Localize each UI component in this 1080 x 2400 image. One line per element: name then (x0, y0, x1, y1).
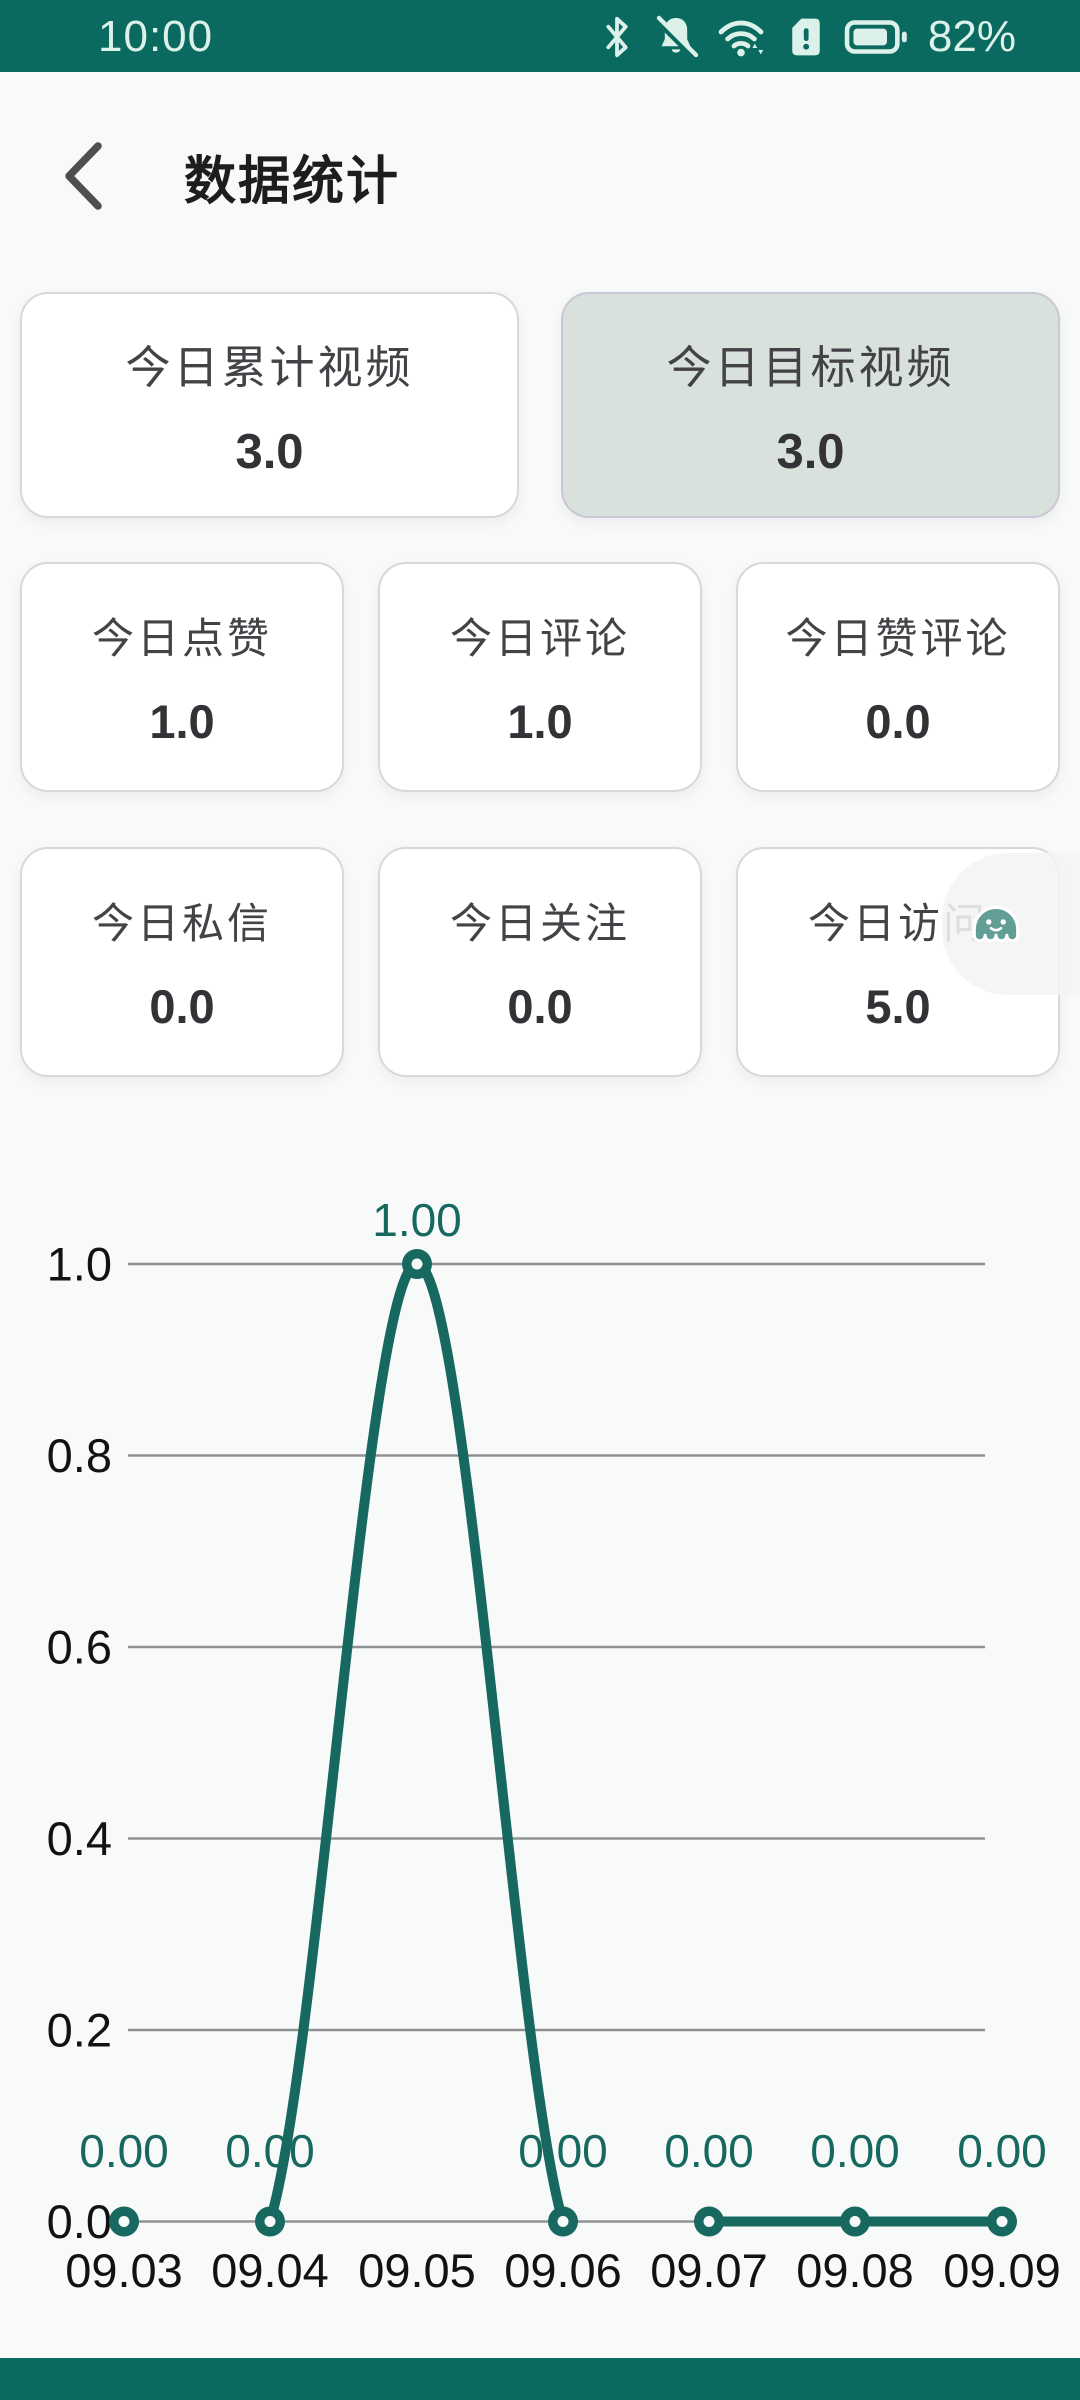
card-value: 1.0 (149, 695, 215, 748)
point-label: 1.00 (372, 1194, 462, 1246)
sim-alert-icon (784, 13, 828, 61)
card-value: 5.0 (865, 980, 931, 1033)
y-tick: 1.0 (47, 1238, 112, 1291)
card-likes: 今日点赞 1.0 (20, 562, 344, 792)
card-target-videos[interactable]: 今日目标视频 3.0 (561, 292, 1060, 518)
card-label: 今日赞评论 (785, 615, 1011, 662)
x-tick: 09.04 (211, 2244, 329, 2297)
card-value: 1.0 (507, 695, 573, 748)
card-label: 今日累计视频 (125, 341, 414, 393)
card-follows: 今日关注 0.0 (378, 847, 702, 1077)
y-tick: 0.6 (47, 1621, 112, 1674)
daily-stats-line-chart: 0.0 0.2 0.4 0.6 0.8 1.0 0.00 0.00 1.00 0… (0, 1132, 1080, 2307)
octopus-icon (972, 905, 1020, 943)
card-label: 今日目标视频 (666, 341, 955, 393)
series-line-peak (265, 1258, 568, 2227)
card-value: 0.0 (865, 695, 931, 748)
wifi-icon (716, 13, 768, 61)
status-icons: 82% (598, 12, 1016, 62)
card-label: 今日关注 (449, 900, 630, 947)
card-value: 0.0 (507, 980, 573, 1033)
card-value: 3.0 (776, 424, 845, 479)
point-label: 0.00 (957, 2125, 1047, 2177)
x-tick: 09.09 (943, 2244, 1061, 2297)
back-button[interactable] (60, 140, 106, 212)
status-bar: 10:00 (0, 0, 1080, 72)
floating-assistant-button[interactable] (942, 853, 1080, 995)
point-label: 0.00 (79, 2125, 169, 2177)
battery-icon (844, 15, 908, 59)
y-tick: 0.0 (47, 2195, 112, 2248)
point-label: 0.00 (225, 2125, 315, 2177)
card-cumulative-videos[interactable]: 今日累计视频 3.0 (20, 292, 519, 518)
card-label: 今日评论 (449, 615, 630, 662)
page-title: 数据统计 (184, 152, 401, 211)
point-label: 0.00 (664, 2125, 754, 2177)
battery-percent: 82% (927, 12, 1016, 61)
bottom-nav-bar (0, 2358, 1080, 2400)
y-tick: 0.4 (47, 1812, 112, 1865)
bluetooth-icon (598, 13, 636, 61)
card-comments: 今日评论 1.0 (378, 562, 702, 792)
stat-card-row-2: 今日私信 0.0 今日关注 0.0 今日访问 5.0 (20, 847, 1060, 1077)
x-tick: 09.03 (65, 2244, 183, 2297)
card-private-messages: 今日私信 0.0 (20, 847, 344, 1077)
card-value: 0.0 (149, 980, 215, 1033)
clock-time: 10:00 (98, 12, 214, 61)
y-tick: 0.8 (47, 1429, 112, 1482)
x-tick: 09.07 (650, 2244, 768, 2297)
stat-card-row-1: 今日点赞 1.0 今日评论 1.0 今日赞评论 0.0 (20, 562, 1060, 792)
x-tick: 09.06 (504, 2244, 622, 2297)
back-chevron-icon (65, 142, 102, 210)
notifications-off-icon (652, 13, 700, 61)
app-header: 数据统计 (0, 72, 1080, 214)
card-value: 3.0 (235, 424, 304, 479)
card-label: 今日点赞 (91, 615, 272, 662)
summary-card-row: 今日累计视频 3.0 今日目标视频 3.0 (20, 292, 1060, 518)
data-point-markers (109, 1249, 1017, 2237)
x-tick: 09.05 (358, 2244, 476, 2297)
card-label: 今日私信 (91, 900, 272, 947)
card-like-comments: 今日赞评论 0.0 (736, 562, 1060, 792)
point-label: 0.00 (518, 2125, 608, 2177)
x-tick: 09.08 (796, 2244, 914, 2297)
y-tick: 0.2 (47, 2004, 112, 2057)
point-label: 0.00 (810, 2125, 900, 2177)
